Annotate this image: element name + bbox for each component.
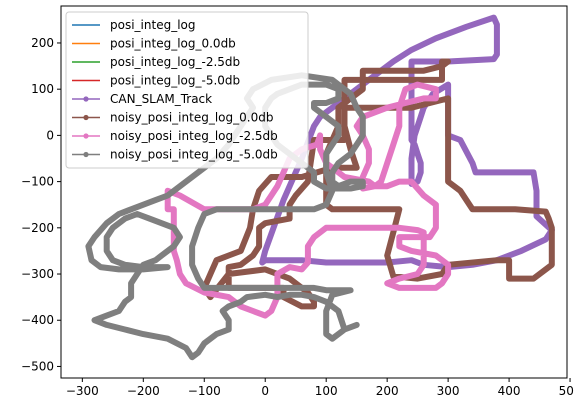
legend-box [65,11,309,169]
y-tick-label: −300 [21,267,54,281]
y-tick-label: 0 [46,128,54,142]
x-axis: −300 −200 −100 0 100 200 300 400 500 [66,378,574,398]
x-tick-label: 300 [437,384,460,398]
legend-entry: posi_integ_log_-5.0db [72,74,240,88]
series-5 [201,58,555,310]
legend-entry: posi_integ_log_-2.5db [72,55,240,69]
legend-marker [83,151,89,158]
series-line-5 [201,58,555,310]
legend-entry: noisy_posi_integ_log_0.0db [72,111,273,125]
series-7 [85,72,366,361]
legend-label: posi_integ_log_-5.0db [110,74,240,88]
y-tick-label: −400 [21,313,54,327]
x-tick-label: −100 [188,384,221,398]
x-tick-label: −300 [66,384,99,398]
x-tick-label: 500 [559,384,574,398]
legend-label: noisy_posi_integ_log_-5.0db [110,148,278,162]
x-tick-label: −200 [127,384,160,398]
legend-marker [83,114,89,121]
legend-label: CAN_SLAM_Track [110,92,212,106]
legend-marker [83,96,89,102]
y-tick-label: −100 [21,175,54,189]
series-line-6 [164,81,452,319]
legend-label: noisy_posi_integ_log_0.0db [110,111,273,125]
x-tick-label: 400 [498,384,521,398]
y-tick-label: 200 [31,36,54,50]
plot-frame [60,5,568,379]
x-tick-label: 100 [315,384,338,398]
x-tick-label: 200 [376,384,399,398]
legend-marker [83,133,89,139]
legend-entry: posi_integ_log_0.0db [72,37,236,51]
legend-entry: posi_integ_log [72,18,195,32]
x-tick-label: 0 [261,384,269,398]
legend-entry: noisy_posi_integ_log_-5.0db [72,148,278,162]
legend: posi_integ_log posi_integ_log_0.0db posi_i… [65,11,309,169]
legend-label: posi_integ_log_-2.5db [110,55,240,69]
series-6 [164,81,452,319]
series-line-7 [85,72,366,361]
plot-area [85,14,555,361]
legend-label: posi_integ_log_0.0db [110,37,236,51]
legend-entry: CAN_SLAM_Track [72,92,212,106]
legend-label: posi_integ_log [110,18,195,32]
y-tick-label: −500 [21,359,54,373]
y-tick-label: 100 [31,82,54,96]
y-axis: −500 −400 −300 −200 −100 0 100 200 [21,36,61,373]
series-layer [85,14,555,361]
y-tick-label: −200 [21,221,54,235]
legend-entry: noisy_posi_integ_log_-2.5db [72,129,278,143]
legend-label: noisy_posi_integ_log_-2.5db [110,129,278,143]
